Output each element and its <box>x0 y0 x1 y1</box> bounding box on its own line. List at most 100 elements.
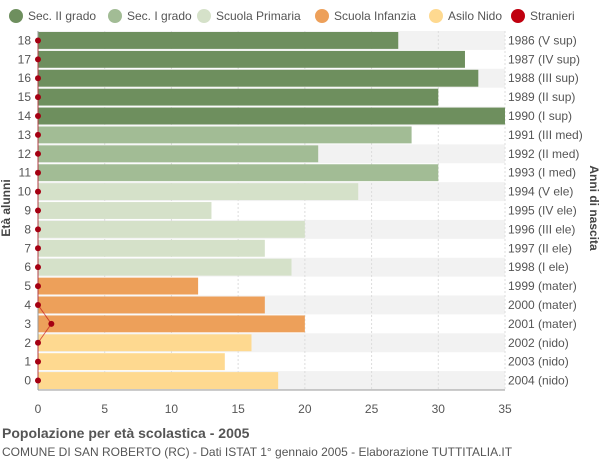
stranieri-point-age-15 <box>35 94 41 101</box>
legend-label-5: Stranieri <box>530 9 575 23</box>
stranieri-point-age-2 <box>35 339 41 346</box>
legend-swatch-3 <box>315 9 329 23</box>
bar-age-4 <box>38 296 265 314</box>
stranieri-point-age-11 <box>35 169 41 176</box>
y-tick-label: 16 <box>18 71 32 85</box>
x-tick-label: 5 <box>101 402 108 416</box>
bar-age-3 <box>38 315 305 333</box>
y2-tick-label: 2004 (nido) <box>508 374 569 388</box>
bar-age-10 <box>38 183 359 201</box>
stranieri-point-age-8 <box>35 226 41 233</box>
legend-label-3: Scuola Infanzia <box>334 9 416 23</box>
bar-age-12 <box>38 145 319 163</box>
legend-label-0: Sec. II grado <box>28 9 96 23</box>
y2-tick-label: 1990 (I sup) <box>508 109 572 123</box>
age-population-chart: Sec. II grado Sec. I grado Scuola Primaria… <box>0 9 600 416</box>
legend-swatch-1 <box>108 9 122 23</box>
y-tick-label: 1 <box>24 355 31 369</box>
stranieri-point-age-13 <box>35 131 41 138</box>
y-tick-label: 6 <box>24 260 31 274</box>
stranieri-point-age-0 <box>35 377 41 384</box>
stranieri-point-age-6 <box>35 264 41 271</box>
y-tick-label: 13 <box>18 128 32 142</box>
x-tick-label: 25 <box>365 402 379 416</box>
legend-swatch-0 <box>9 9 23 23</box>
y2-axis-title: Anni di nascita <box>587 165 600 251</box>
stranieri-point-age-1 <box>35 358 41 365</box>
y-tick-label: 10 <box>18 185 32 199</box>
y-tick-label: 9 <box>24 204 31 218</box>
y2-tick-label: 1987 (IV sup) <box>508 52 580 66</box>
y2-tick-label: 1986 (V sup) <box>508 33 577 47</box>
stranieri-series <box>35 37 55 384</box>
y-tick-label: 4 <box>24 298 31 312</box>
axes: 1 8 1986 (V sup) 17 1987 (IV sup) 16 1988 (III… <box>18 31 583 416</box>
y-axis-title: Età alunni <box>0 179 13 236</box>
y-tick-label: 5 <box>24 279 31 293</box>
x-tick-label: 30 <box>432 402 446 416</box>
legend-label-4: Asilo Nido <box>448 9 502 23</box>
bar-age-18 <box>38 32 399 49</box>
y-tick-label: 3 <box>24 317 31 331</box>
bar-age-11 <box>38 164 439 182</box>
bar-age-16 <box>38 69 479 87</box>
chart-source: COMUNE DI SAN ROBERTO (RC) - Dati ISTAT … <box>2 445 513 459</box>
y2-tick-label: 1995 (IV ele) <box>508 204 577 218</box>
x-tick-label: 0 <box>35 402 42 416</box>
stranieri-point-age-16 <box>35 75 41 82</box>
stranieri-point-age-12 <box>35 150 41 157</box>
y2-tick-label: 1988 (III sup) <box>508 71 579 85</box>
y2-tick-label: 1992 (II med) <box>508 147 579 161</box>
legend-label-2: Scuola Primaria <box>216 9 301 23</box>
bar-age-15 <box>38 88 439 106</box>
y2-tick-label: 1996 (III ele) <box>508 222 575 236</box>
chart-title: Popolazione per età scolastica - 2005 <box>2 425 250 441</box>
stranieri-point-age-4 <box>35 301 41 308</box>
bar-age-8 <box>38 220 305 238</box>
x-tick-label: 10 <box>165 402 179 416</box>
y2-tick-label: 1994 (V ele) <box>508 185 573 199</box>
stranieri-point-age-5 <box>35 283 41 290</box>
y2-tick-label: 1997 (II ele) <box>508 241 572 255</box>
bar-age-2 <box>38 334 252 352</box>
bar-age-5 <box>38 277 199 295</box>
x-tick-label: 20 <box>298 402 312 416</box>
y2-tick-label: 1998 (I ele) <box>508 260 569 274</box>
stranieri-point-age-7 <box>35 245 41 252</box>
stranieri-point-age-17 <box>35 56 41 63</box>
stranieri-point-age-9 <box>35 207 41 214</box>
y-tick-label: 7 <box>24 241 31 255</box>
legend-swatch-4 <box>429 9 443 23</box>
y2-tick-label: 2003 (nido) <box>508 355 569 369</box>
legend-swatch-2 <box>197 9 211 23</box>
legend: Sec. II grado Sec. I grado Scuola Primaria… <box>9 9 575 23</box>
y-tick-label: 15 <box>18 90 32 104</box>
bar-age-9 <box>38 202 212 219</box>
stranieri-point-age-10 <box>35 188 41 195</box>
y-tick-label: 17 <box>18 52 32 66</box>
x-tick-label: 15 <box>231 402 245 416</box>
bar-age-1 <box>38 353 225 371</box>
bar-age-0 <box>38 372 279 389</box>
y-tick-label: 2 <box>24 336 31 350</box>
legend-label-1: Sec. I grado <box>127 9 192 23</box>
bar-age-7 <box>38 239 265 257</box>
y-tick-label: 14 <box>18 109 32 123</box>
y-tick-label: 11 <box>19 166 32 180</box>
stranieri-point-age-3 <box>48 320 55 327</box>
y-tick-label: 0 <box>24 374 31 388</box>
bar-age-14 <box>38 107 505 125</box>
y-tick-label: 12 <box>18 147 32 161</box>
bar-age-13 <box>38 126 412 144</box>
y2-tick-label: 1989 (II sup) <box>508 90 575 104</box>
bar-age-6 <box>38 258 292 276</box>
bar-age-17 <box>38 50 465 68</box>
y2-tick-label: 2002 (nido) <box>508 336 569 350</box>
bars <box>38 32 505 389</box>
y2-tick-label: 1993 (I med) <box>508 166 576 180</box>
stranieri-point-age-18 <box>35 37 41 44</box>
y2-tick-label: 2000 (mater) <box>508 298 577 312</box>
y-tick-label: 8 <box>24 222 31 236</box>
stranieri-point-age-14 <box>35 113 41 120</box>
